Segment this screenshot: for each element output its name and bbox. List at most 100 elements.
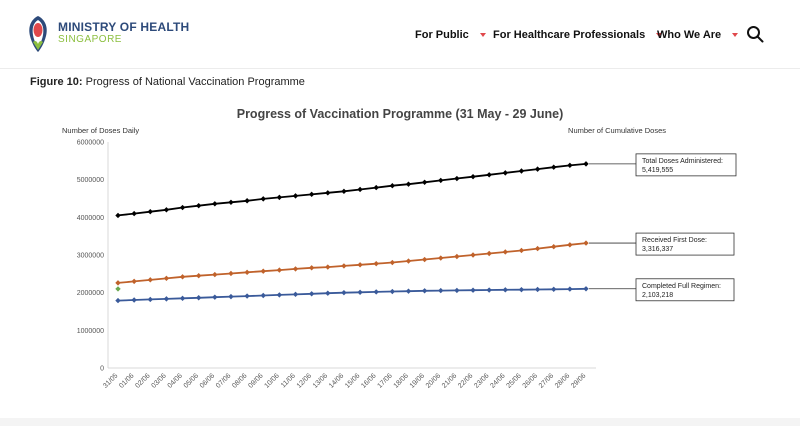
x-tick-label: 19/06	[409, 372, 426, 389]
data-point	[583, 240, 589, 246]
data-point	[131, 278, 137, 285]
x-tick-label: 06/06	[199, 372, 216, 389]
series-line-0	[117, 163, 587, 217]
figure-label: Figure 10:	[30, 76, 83, 88]
data-point	[567, 162, 573, 169]
data-point	[518, 168, 525, 174]
data-point	[212, 201, 218, 207]
data-point	[551, 164, 557, 170]
series-labels: Total Doses Administered: 5,419,555 Receiv…	[589, 153, 737, 302]
x-tick-label: 05/06	[183, 372, 200, 389]
series-label-value: 3,316,337	[642, 246, 673, 253]
data-point	[308, 265, 315, 271]
data-point	[470, 252, 476, 258]
data-point	[276, 267, 283, 273]
data-point	[583, 286, 589, 292]
data-point	[228, 270, 234, 277]
data-point	[373, 260, 379, 267]
nav-who-we-are-label: Who We Are	[657, 29, 722, 41]
data-point	[341, 188, 347, 195]
data-point	[421, 288, 428, 294]
nav-who-we-are[interactable]: Who We Are	[657, 27, 739, 43]
data-point	[567, 286, 573, 292]
vaccination-line-chart: Progress of Vaccination Programme (31 Ma…	[62, 107, 737, 390]
data-point	[502, 170, 509, 176]
data-point	[405, 181, 412, 187]
x-tick-label: 28/06	[554, 372, 571, 389]
series-label-box	[635, 153, 737, 177]
data-point	[341, 289, 347, 296]
series-label-box	[635, 278, 735, 302]
data-point	[244, 269, 250, 276]
data-point	[325, 264, 331, 270]
data-point	[179, 274, 186, 280]
y-tick-label: 0	[100, 366, 104, 373]
data-point	[147, 208, 153, 215]
brand-title: MINISTRY OF HEALTH	[58, 20, 190, 34]
chart-title: Progress of Vaccination Programme (31 Ma…	[237, 107, 564, 121]
x-tick-label: 07/06	[215, 372, 232, 389]
series-layer	[115, 161, 589, 304]
site-header: MINISTRY OF HEALTH SINGAPORE For Public …	[0, 0, 800, 69]
data-point	[244, 293, 250, 299]
nav-for-healthcare-professionals[interactable]: For Healthcare Professionals	[493, 27, 663, 43]
x-tick-label: 18/06	[393, 372, 410, 389]
data-point	[357, 262, 363, 268]
data-point	[454, 287, 460, 294]
series-label-value: 2,103,218	[642, 292, 673, 299]
moh-logo-icon[interactable]	[26, 14, 50, 54]
data-point	[502, 249, 509, 255]
y-tick-label: 4000000	[77, 215, 104, 222]
x-tick-label: 02/06	[134, 372, 151, 389]
data-point	[454, 175, 460, 182]
data-point	[115, 297, 121, 304]
series-label-name: Total Doses Administered:	[642, 158, 723, 165]
data-point	[373, 289, 379, 295]
data-point	[260, 292, 266, 299]
chevron-down-icon	[479, 33, 486, 37]
series-line-1	[117, 242, 587, 284]
data-point	[115, 212, 121, 219]
nav-for-public[interactable]: For Public	[415, 27, 486, 43]
data-point	[486, 250, 492, 257]
x-tick-label: 10/06	[263, 372, 280, 389]
data-point	[179, 204, 186, 211]
data-point	[308, 191, 315, 198]
data-point	[260, 268, 266, 274]
x-tick-label: 22/06	[457, 372, 474, 389]
x-tick-label: 04/06	[167, 372, 184, 389]
x-tick-label: 21/06	[441, 372, 458, 389]
outlier-point	[115, 286, 121, 292]
data-point	[325, 290, 331, 296]
x-tick-label: 15/06	[344, 372, 361, 389]
x-tick-label: 03/06	[150, 372, 167, 389]
data-point	[163, 296, 170, 302]
data-point	[405, 288, 412, 294]
data-point	[518, 247, 525, 254]
x-tick-label: 20/06	[425, 372, 442, 389]
figure-caption: Figure 10: Progress of National Vaccinat…	[30, 76, 305, 88]
data-point	[195, 295, 202, 301]
data-point	[341, 263, 347, 269]
data-point	[438, 255, 444, 261]
series-label-name: Received First Dose:	[642, 237, 707, 244]
data-point	[147, 296, 153, 303]
data-point	[421, 179, 428, 186]
data-point	[534, 286, 541, 293]
data-point	[308, 291, 315, 297]
series-line-2	[117, 287, 587, 302]
brand-name[interactable]: MINISTRY OF HEALTH SINGAPORE	[58, 21, 189, 46]
data-point	[373, 184, 379, 191]
x-tick-label: 11/06	[280, 372, 297, 389]
series-label-name: Completed Full Regimen:	[642, 283, 721, 290]
search-icon[interactable]	[746, 25, 764, 43]
x-tick-label: 27/06	[538, 372, 555, 389]
chevron-down-icon	[656, 33, 663, 37]
x-tick-label: 25/06	[506, 372, 523, 389]
data-point	[131, 210, 137, 217]
y-tick-label: 2000000	[77, 290, 104, 297]
data-point	[228, 199, 234, 205]
data-point	[276, 194, 283, 201]
series-label-value: 5,419,555	[642, 167, 673, 174]
data-point	[276, 292, 283, 298]
